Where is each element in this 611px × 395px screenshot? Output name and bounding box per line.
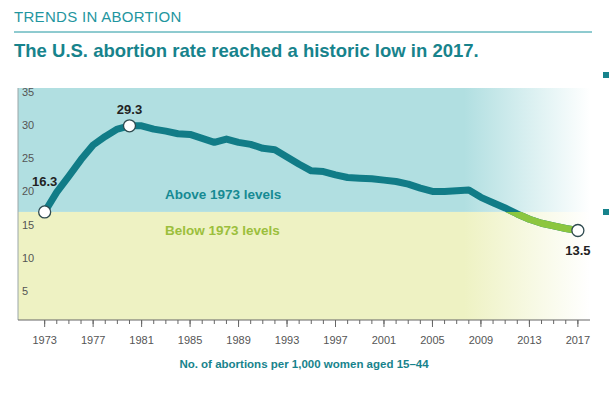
annotation-label: 29.3 [117, 102, 142, 117]
x-tick [287, 320, 288, 327]
x-tick [577, 320, 578, 327]
x-minor-tick [505, 320, 506, 324]
x-tick-label: 2001 [372, 334, 396, 346]
x-tick [480, 320, 481, 327]
annotation-label: 16.3 [32, 174, 57, 189]
x-tick-label: 2013 [517, 334, 541, 346]
x-minor-tick [299, 320, 300, 324]
x-tick-label: 1973 [32, 334, 56, 346]
x-tick-label: 2009 [469, 334, 493, 346]
y-axis-line [18, 88, 19, 320]
x-minor-tick [56, 320, 57, 324]
x-tick [190, 320, 191, 327]
y-tick-label: 30 [22, 119, 34, 131]
x-minor-tick [311, 320, 312, 324]
y-tick-label: 5 [22, 285, 28, 297]
y-tick-label: 10 [22, 252, 34, 264]
x-minor-tick [262, 320, 263, 324]
x-minor-tick [202, 320, 203, 324]
x-tick [141, 320, 142, 327]
y-tick-label: 35 [22, 86, 34, 98]
x-tick-label: 1997 [323, 334, 347, 346]
band-above [18, 88, 590, 212]
x-tick [432, 320, 433, 327]
x-axis-label: No. of abortions per 1,000 women aged 15… [179, 358, 429, 370]
x-minor-tick [565, 320, 566, 324]
annotation-label: 13.5 [565, 243, 590, 258]
side-bullet [603, 72, 609, 78]
x-minor-tick [177, 320, 178, 324]
x-minor-tick [226, 320, 227, 324]
x-minor-tick [347, 320, 348, 324]
x-minor-tick [153, 320, 154, 324]
x-tick-label: 2005 [420, 334, 444, 346]
x-axis-line [18, 320, 590, 321]
rate-line-below-1973 [45, 212, 578, 231]
x-tick [383, 320, 384, 327]
x-minor-tick [68, 320, 69, 324]
x-minor-tick [408, 320, 409, 324]
x-minor-tick [323, 320, 324, 324]
x-tick [335, 320, 336, 327]
annotation-marker [572, 225, 584, 237]
plot-group [39, 120, 584, 237]
annotation-marker [123, 120, 135, 132]
below-group [45, 212, 578, 231]
x-minor-tick [553, 320, 554, 324]
x-minor-tick [274, 320, 275, 324]
annotation-marker [39, 206, 51, 218]
x-minor-tick [250, 320, 251, 324]
chart-root: TRENDS IN ABORTION The U.S. abortion rate… [0, 0, 611, 395]
x-minor-tick [396, 320, 397, 324]
side-bullet [603, 209, 609, 215]
rate-line [45, 126, 578, 231]
y-tick-label: 25 [22, 152, 34, 164]
x-minor-tick [468, 320, 469, 324]
x-minor-tick [517, 320, 518, 324]
x-tick-label: 2017 [566, 334, 590, 346]
x-tick-label: 1985 [178, 334, 202, 346]
x-minor-tick [456, 320, 457, 324]
x-minor-tick [444, 320, 445, 324]
x-tick [529, 320, 530, 327]
x-tick-label: 1989 [226, 334, 250, 346]
x-tick [238, 320, 239, 327]
x-tick-label: 1993 [275, 334, 299, 346]
x-minor-tick [129, 320, 130, 324]
header: TRENDS IN ABORTION [14, 8, 182, 25]
x-minor-tick [541, 320, 542, 324]
band-below [18, 212, 590, 320]
x-tick-label: 1977 [81, 334, 105, 346]
header-rule [14, 32, 592, 33]
x-minor-tick [81, 320, 82, 324]
band-label-below: Below 1973 levels [165, 223, 280, 238]
x-minor-tick [214, 320, 215, 324]
x-minor-tick [420, 320, 421, 324]
x-minor-tick [359, 320, 360, 324]
x-minor-tick [105, 320, 106, 324]
y-tick-label: 15 [22, 219, 34, 231]
x-tick [93, 320, 94, 327]
title: The U.S. abortion rate reached a histori… [14, 40, 479, 61]
x-minor-tick [493, 320, 494, 324]
x-tick [44, 320, 45, 327]
x-minor-tick [165, 320, 166, 324]
x-minor-tick [371, 320, 372, 324]
x-tick-label: 1981 [129, 334, 153, 346]
band-label-above: Above 1973 levels [165, 187, 281, 202]
x-minor-tick [117, 320, 118, 324]
